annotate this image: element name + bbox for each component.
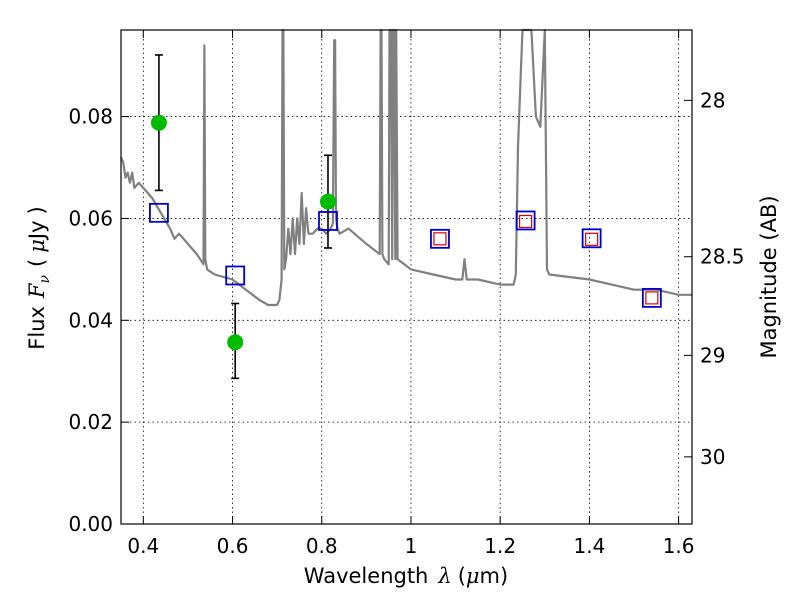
spectrum-line [119,28,692,307]
y-tick-label: 0.00 [68,512,113,536]
plot-background [121,30,692,524]
model-square [641,287,662,308]
ticks: 0.4 0.6 0.8 1 1.2 1.4 1.6 0.00 0.02 0.04 0.06 0.08 2… [68,30,745,558]
x-axis-label: Wavelength λ (μm) [304,564,508,588]
y-tick-label: 0.02 [68,410,113,434]
model-square [318,211,338,231]
observed-point [227,334,244,351]
model-square [225,265,246,286]
mag-tick-label: 29 [700,343,725,367]
observed-point [319,193,336,210]
y-tick-label: 0.06 [68,206,113,230]
upper-limit-square [645,291,659,305]
x-tick-label: 1.4 [573,534,605,558]
model-square [430,228,450,249]
x-tick-label: 1 [405,534,418,558]
model-square [515,210,536,231]
x-tick-label: 1.2 [484,534,516,558]
upper-limit-square [433,232,447,246]
x-tick-label: 0.8 [306,534,338,558]
observed-point [150,114,167,131]
mag-tick-label: 28.5 [700,245,745,269]
spectrum [119,28,692,307]
model-square [149,202,169,223]
plot-frame [120,29,693,525]
x-tick-label: 0.6 [217,534,249,558]
x-tick-label: 1.6 [663,534,695,558]
y-tick-label: 0.08 [68,105,113,129]
y2-axis-label: Magnitude (AB) [757,195,781,358]
markers [149,54,662,380]
upper-limit-square [585,232,599,246]
mag-tick-label: 30 [700,445,725,469]
mag-tick-label: 28 [700,88,725,112]
model-square [581,228,602,249]
x-tick-label: 0.4 [127,534,159,558]
upper-limit-square [519,214,533,229]
y-tick-label: 0.04 [68,308,113,332]
y-axis-label: FluxFν(μJy) [25,206,53,349]
